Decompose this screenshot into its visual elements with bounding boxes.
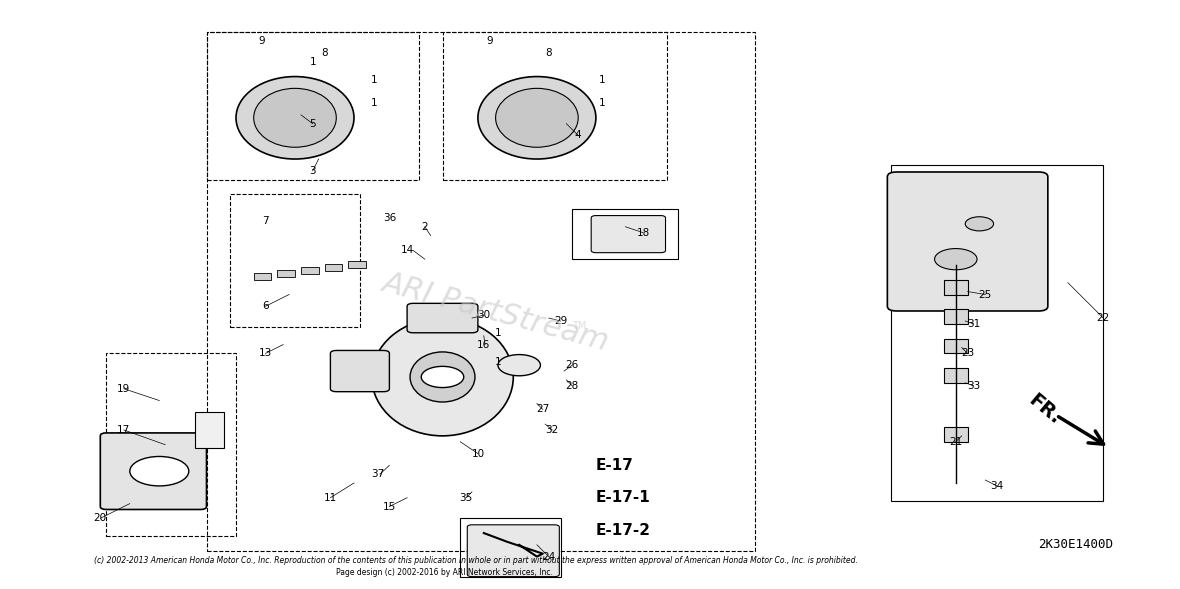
Bar bbox=[944, 368, 968, 383]
Text: E-17: E-17 bbox=[596, 458, 634, 473]
Text: 1: 1 bbox=[598, 75, 605, 84]
Text: 28: 28 bbox=[565, 381, 579, 391]
Text: 8: 8 bbox=[545, 48, 552, 58]
Text: 22: 22 bbox=[1096, 313, 1110, 323]
Text: 11: 11 bbox=[323, 493, 337, 502]
Ellipse shape bbox=[372, 318, 513, 436]
FancyBboxPatch shape bbox=[887, 172, 1048, 311]
Bar bbox=[572, 209, 678, 259]
Text: 3: 3 bbox=[309, 166, 316, 176]
Bar bbox=[460, 518, 560, 577]
Text: 29: 29 bbox=[553, 316, 568, 326]
Text: 7: 7 bbox=[262, 216, 269, 226]
Circle shape bbox=[965, 217, 994, 231]
Text: 1: 1 bbox=[371, 98, 378, 108]
Text: FR.: FR. bbox=[1024, 391, 1064, 428]
Text: 2: 2 bbox=[421, 222, 428, 231]
Text: E-17-1: E-17-1 bbox=[596, 490, 650, 505]
Text: 9: 9 bbox=[486, 37, 493, 46]
Bar bbox=[944, 309, 968, 324]
Bar bbox=[944, 280, 968, 294]
Text: 1: 1 bbox=[598, 98, 605, 108]
Bar bbox=[442, 32, 667, 180]
Text: 4: 4 bbox=[575, 131, 582, 140]
Text: 33: 33 bbox=[966, 381, 981, 391]
Text: 30: 30 bbox=[477, 310, 491, 320]
Text: 15: 15 bbox=[382, 502, 396, 511]
Bar bbox=[891, 165, 1103, 501]
Text: 16: 16 bbox=[477, 340, 491, 349]
Ellipse shape bbox=[254, 88, 336, 147]
Text: 9: 9 bbox=[258, 37, 266, 46]
Text: 25: 25 bbox=[978, 290, 992, 299]
Text: 13: 13 bbox=[258, 349, 273, 358]
Bar bbox=[206, 32, 755, 551]
Text: 37: 37 bbox=[371, 469, 385, 479]
Text: 1: 1 bbox=[371, 75, 378, 84]
Bar bbox=[301, 267, 319, 274]
Text: 27: 27 bbox=[536, 405, 550, 414]
Bar bbox=[944, 339, 968, 353]
Text: 8: 8 bbox=[321, 48, 328, 58]
Bar bbox=[254, 273, 271, 280]
Text: 2K30E1400D: 2K30E1400D bbox=[1038, 538, 1114, 551]
Text: 35: 35 bbox=[459, 493, 473, 502]
FancyBboxPatch shape bbox=[467, 525, 559, 577]
FancyBboxPatch shape bbox=[330, 350, 389, 392]
Ellipse shape bbox=[478, 77, 596, 159]
Text: 32: 32 bbox=[545, 425, 559, 435]
Circle shape bbox=[421, 366, 464, 388]
Bar bbox=[348, 261, 366, 268]
Bar bbox=[230, 194, 360, 327]
Text: 26: 26 bbox=[565, 360, 579, 370]
Bar bbox=[106, 353, 236, 536]
Text: 21: 21 bbox=[949, 437, 963, 446]
Text: 36: 36 bbox=[382, 213, 396, 223]
Text: 23: 23 bbox=[961, 349, 975, 358]
Bar bbox=[324, 264, 342, 271]
Bar bbox=[277, 270, 295, 277]
Text: 31: 31 bbox=[966, 319, 981, 329]
Text: ARI PartStream: ARI PartStream bbox=[379, 268, 612, 356]
Ellipse shape bbox=[411, 352, 474, 402]
Text: 20: 20 bbox=[93, 514, 107, 523]
Text: 1: 1 bbox=[309, 57, 316, 67]
Bar bbox=[944, 427, 968, 442]
Text: 19: 19 bbox=[117, 384, 131, 393]
Text: E-17-2: E-17-2 bbox=[596, 522, 651, 538]
Text: 1: 1 bbox=[494, 358, 501, 367]
Bar bbox=[206, 32, 419, 180]
Circle shape bbox=[935, 249, 977, 270]
Circle shape bbox=[498, 534, 517, 544]
Text: 1: 1 bbox=[494, 328, 501, 337]
Circle shape bbox=[130, 456, 189, 486]
Text: TM: TM bbox=[572, 321, 586, 331]
Text: 17: 17 bbox=[117, 425, 131, 435]
Text: 5: 5 bbox=[309, 119, 316, 128]
Text: 6: 6 bbox=[262, 302, 269, 311]
Text: Page design (c) 2002-2016 by ARI Network Services, Inc.: Page design (c) 2002-2016 by ARI Network… bbox=[336, 568, 553, 577]
FancyBboxPatch shape bbox=[407, 303, 478, 333]
Text: 10: 10 bbox=[471, 449, 485, 458]
Text: 18: 18 bbox=[636, 228, 650, 237]
Circle shape bbox=[498, 355, 540, 376]
Bar bbox=[195, 412, 224, 448]
Text: 14: 14 bbox=[400, 246, 414, 255]
Ellipse shape bbox=[496, 88, 578, 147]
Text: 34: 34 bbox=[990, 481, 1004, 491]
Ellipse shape bbox=[236, 77, 354, 159]
Text: 24: 24 bbox=[542, 552, 556, 561]
FancyBboxPatch shape bbox=[591, 216, 666, 253]
FancyBboxPatch shape bbox=[100, 433, 206, 509]
Text: (c) 2002-2013 American Honda Motor Co., Inc. Reproduction of the contents of thi: (c) 2002-2013 American Honda Motor Co., … bbox=[94, 556, 858, 565]
